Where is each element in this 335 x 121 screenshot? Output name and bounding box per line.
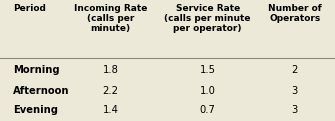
Text: Evening: Evening (13, 105, 58, 115)
Text: Morning: Morning (13, 65, 60, 75)
Text: 1.5: 1.5 (200, 65, 216, 75)
Text: Incoming Rate
(calls per
minute): Incoming Rate (calls per minute) (74, 4, 147, 33)
Text: Service Rate
(calls per minute
per operator): Service Rate (calls per minute per opera… (164, 4, 251, 33)
Text: 1.4: 1.4 (103, 105, 119, 115)
Text: 3: 3 (292, 105, 298, 115)
Text: Number of
Operators: Number of Operators (268, 4, 322, 23)
Text: 3: 3 (292, 86, 298, 96)
Text: 1.0: 1.0 (200, 86, 216, 96)
Text: Period: Period (13, 4, 46, 13)
Text: Afternoon: Afternoon (13, 86, 70, 96)
Text: 2: 2 (291, 65, 298, 75)
Text: 0.7: 0.7 (200, 105, 216, 115)
Text: 1.8: 1.8 (103, 65, 119, 75)
Text: 2.2: 2.2 (103, 86, 119, 96)
